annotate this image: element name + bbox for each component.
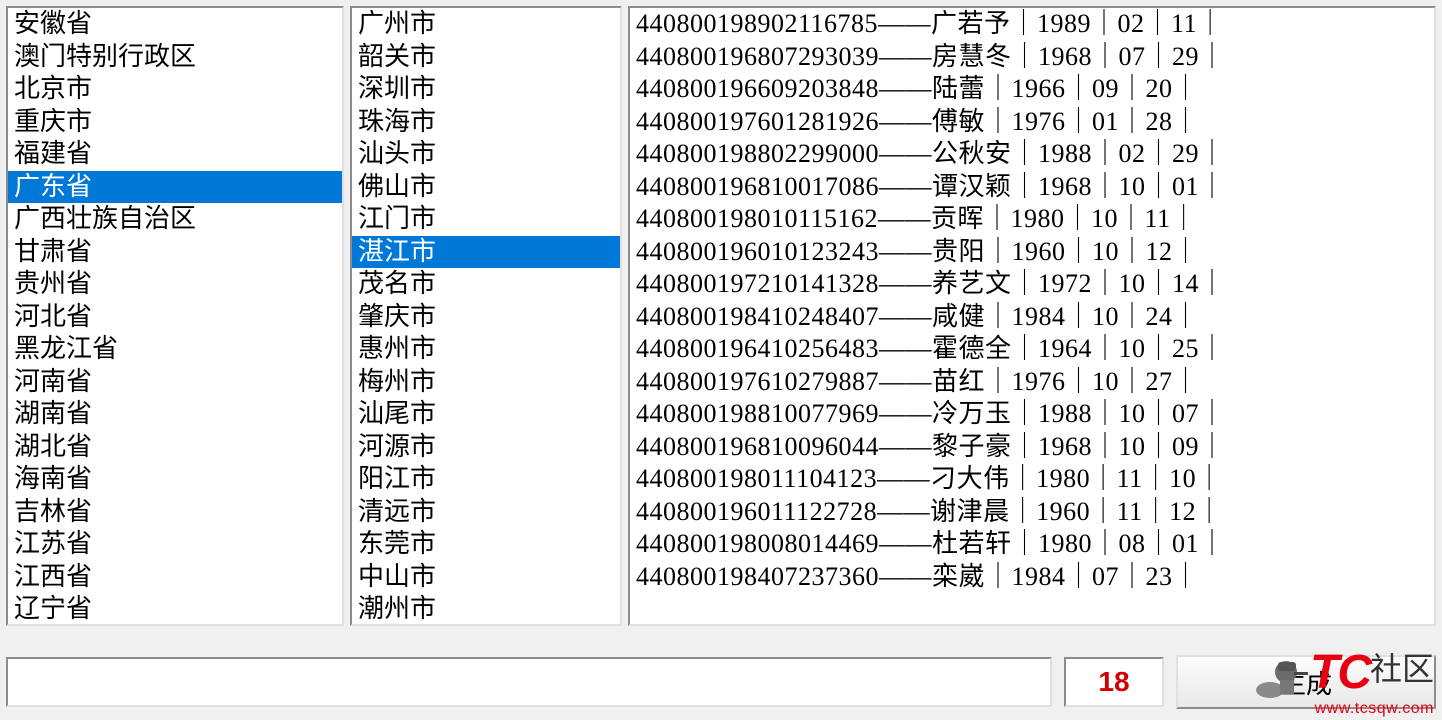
data-row[interactable]: 440800196807293039——房慧冬｜1968｜07｜29｜ — [630, 41, 1434, 74]
province-item[interactable]: 湖南省 — [8, 398, 342, 431]
province-item[interactable]: 重庆市 — [8, 106, 342, 139]
data-row[interactable]: 440800197601281926——傅敏｜1976｜01｜28｜ — [630, 106, 1434, 139]
province-item[interactable]: 江西省 — [8, 561, 342, 594]
city-item[interactable]: 清远市 — [352, 496, 620, 529]
city-item[interactable]: 茂名市 — [352, 268, 620, 301]
data-row[interactable]: 440800198410248407——咸健｜1984｜10｜24｜ — [630, 301, 1434, 334]
city-item[interactable]: 潮州市 — [352, 593, 620, 624]
data-row[interactable]: 440800196609203848——陆蕾｜1966｜09｜20｜ — [630, 73, 1434, 106]
province-item[interactable]: 澳门特别行政区 — [8, 41, 342, 74]
province-list-inner[interactable]: 安徽省澳门特别行政区北京市重庆市福建省广东省广西壮族自治区甘肃省贵州省河北省黑龙… — [8, 8, 342, 624]
data-row[interactable]: 440800198011104123——刁大伟｜1980｜11｜10｜ — [630, 463, 1434, 496]
province-item[interactable]: 贵州省 — [8, 268, 342, 301]
generate-button[interactable]: 生成 — [1176, 655, 1436, 709]
city-item[interactable]: 广州市 — [352, 8, 620, 41]
data-row[interactable]: 440800198802299000——公秋安｜1988｜02｜29｜ — [630, 138, 1434, 171]
data-row[interactable]: 440800198902116785——广若予｜1989｜02｜11｜ — [630, 8, 1434, 41]
city-item[interactable]: 肇庆市 — [352, 301, 620, 334]
data-row[interactable]: 440800197610279887——苗红｜1976｜10｜27｜ — [630, 366, 1434, 399]
province-item[interactable]: 广西壮族自治区 — [8, 203, 342, 236]
province-item[interactable]: 广东省 — [8, 171, 342, 204]
province-item[interactable]: 河南省 — [8, 366, 342, 399]
data-row[interactable]: 440800198008014469——杜若轩｜1980｜08｜01｜ — [630, 528, 1434, 561]
bottom-bar: 生成 — [6, 654, 1436, 710]
city-listbox[interactable]: 广州市韶关市深圳市珠海市汕头市佛山市江门市湛江市茂名市肇庆市惠州市梅州市汕尾市河… — [350, 6, 622, 626]
city-item[interactable]: 汕尾市 — [352, 398, 620, 431]
province-item[interactable]: 河北省 — [8, 301, 342, 334]
province-item[interactable]: 湖北省 — [8, 431, 342, 464]
data-row[interactable]: 440800196410256483——霍德全｜1964｜10｜25｜ — [630, 333, 1434, 366]
data-row[interactable]: 440800197210141328——养艺文｜1972｜10｜14｜ — [630, 268, 1434, 301]
city-item[interactable]: 汕头市 — [352, 138, 620, 171]
data-row[interactable]: 440800198810077969——冷万玉｜1988｜10｜07｜ — [630, 398, 1434, 431]
city-item[interactable]: 深圳市 — [352, 73, 620, 106]
city-item[interactable]: 梅州市 — [352, 366, 620, 399]
data-row[interactable]: 440800196810017086——谭汉颖｜1968｜10｜01｜ — [630, 171, 1434, 204]
data-row[interactable]: 440800196010123243——贵阳｜1960｜10｜12｜ — [630, 236, 1434, 269]
province-item[interactable]: 福建省 — [8, 138, 342, 171]
city-item[interactable]: 惠州市 — [352, 333, 620, 366]
province-item[interactable]: 吉林省 — [8, 496, 342, 529]
city-item[interactable]: 江门市 — [352, 203, 620, 236]
province-item[interactable]: 辽宁省 — [8, 593, 342, 624]
city-item[interactable]: 东莞市 — [352, 528, 620, 561]
province-item[interactable]: 黑龙江省 — [8, 333, 342, 366]
data-row[interactable]: 440800196011122728——谢津晨｜1960｜11｜12｜ — [630, 496, 1434, 529]
city-item[interactable]: 阳江市 — [352, 463, 620, 496]
province-listbox[interactable]: 安徽省澳门特别行政区北京市重庆市福建省广东省广西壮族自治区甘肃省贵州省河北省黑龙… — [6, 6, 344, 626]
city-item[interactable]: 韶关市 — [352, 41, 620, 74]
city-list-inner[interactable]: 广州市韶关市深圳市珠海市汕头市佛山市江门市湛江市茂名市肇庆市惠州市梅州市汕尾市河… — [352, 8, 620, 624]
city-item[interactable]: 湛江市 — [352, 236, 620, 269]
province-item[interactable]: 北京市 — [8, 73, 342, 106]
city-item[interactable]: 中山市 — [352, 561, 620, 594]
province-item[interactable]: 甘肃省 — [8, 236, 342, 269]
city-item[interactable]: 佛山市 — [352, 171, 620, 204]
province-item[interactable]: 江苏省 — [8, 528, 342, 561]
province-item[interactable]: 安徽省 — [8, 8, 342, 41]
main-container: 安徽省澳门特别行政区北京市重庆市福建省广东省广西壮族自治区甘肃省贵州省河北省黑龙… — [0, 0, 1442, 632]
city-item[interactable]: 珠海市 — [352, 106, 620, 139]
data-list-inner[interactable]: 440800198902116785——广若予｜1989｜02｜11｜44080… — [630, 8, 1434, 624]
data-row[interactable]: 440800196810096044——黎子豪｜1968｜10｜09｜ — [630, 431, 1434, 464]
count-input[interactable] — [1064, 657, 1164, 707]
city-item[interactable]: 河源市 — [352, 431, 620, 464]
data-row[interactable]: 440800198010115162——贡晖｜1980｜10｜11｜ — [630, 203, 1434, 236]
filter-input[interactable] — [6, 657, 1052, 707]
province-item[interactable]: 海南省 — [8, 463, 342, 496]
data-row[interactable]: 440800198407237360——栾崴｜1984｜07｜23｜ — [630, 561, 1434, 594]
data-listbox[interactable]: 440800198902116785——广若予｜1989｜02｜11｜44080… — [628, 6, 1436, 626]
